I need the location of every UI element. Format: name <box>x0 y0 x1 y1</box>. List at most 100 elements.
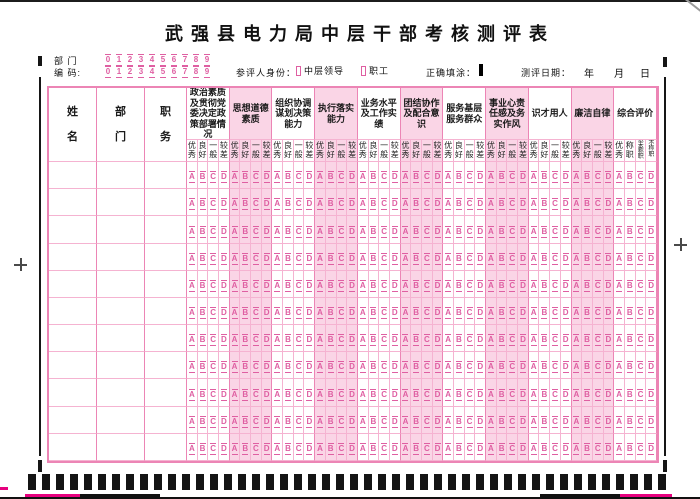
bubble-cell[interactable]: A <box>571 297 583 326</box>
answer-bubble-A[interactable]: A <box>487 225 494 238</box>
answer-bubble-A[interactable]: A <box>530 279 537 292</box>
bubble-cell[interactable]: D <box>219 189 230 217</box>
digit-bubble-6[interactable]: 6 <box>171 66 177 78</box>
bubble-cell[interactable]: B <box>582 433 593 461</box>
bubble-cell[interactable]: C <box>208 270 220 298</box>
bubble-cell[interactable]: A <box>528 379 540 407</box>
answer-bubble-D[interactable]: D <box>434 225 441 238</box>
bubble-cell[interactable]: B <box>240 379 252 407</box>
name-cell[interactable] <box>49 325 97 353</box>
bubble-cell[interactable]: B <box>368 379 380 407</box>
answer-bubble-C[interactable]: C <box>594 279 601 292</box>
bubble-cell[interactable]: A <box>187 297 198 326</box>
bubble-cell[interactable]: C <box>507 433 519 461</box>
duty-cell[interactable] <box>145 406 187 434</box>
answer-bubble-C[interactable]: C <box>594 198 601 211</box>
answer-bubble-A[interactable]: A <box>317 307 324 320</box>
answer-bubble-D[interactable]: D <box>605 361 612 374</box>
answer-bubble-D[interactable]: D <box>349 415 356 428</box>
answer-bubble-A[interactable]: A <box>317 388 324 401</box>
bubble-cell[interactable]: B <box>283 433 294 461</box>
answer-bubble-D[interactable]: D <box>349 334 356 347</box>
bubble-cell[interactable]: D <box>304 379 316 407</box>
bubble-cell[interactable]: D <box>347 325 358 353</box>
answer-bubble-A[interactable]: A <box>616 225 623 238</box>
answer-bubble-B[interactable]: B <box>498 171 505 184</box>
answer-bubble-B[interactable]: B <box>626 442 633 455</box>
answer-bubble-C[interactable]: C <box>252 361 259 374</box>
bubble-cell[interactable]: B <box>283 216 294 244</box>
answer-bubble-A[interactable]: A <box>487 388 494 401</box>
bubble-cell[interactable]: A <box>315 433 326 461</box>
answer-bubble-C[interactable]: C <box>338 388 345 401</box>
answer-bubble-C[interactable]: C <box>637 388 644 401</box>
bubble-cell[interactable]: C <box>592 297 604 326</box>
answer-bubble-D[interactable]: D <box>391 252 398 265</box>
answer-bubble-C[interactable]: C <box>381 198 388 211</box>
dept-cell[interactable] <box>97 216 145 244</box>
bubble-cell[interactable]: B <box>325 325 337 353</box>
answer-bubble-A[interactable]: A <box>445 442 452 455</box>
bubble-cell[interactable]: A <box>229 325 241 353</box>
answer-bubble-A[interactable]: A <box>530 442 537 455</box>
answer-bubble-B[interactable]: B <box>498 442 505 455</box>
answer-bubble-A[interactable]: A <box>402 198 409 211</box>
bubble-cell[interactable]: C <box>336 379 348 407</box>
bubble-cell[interactable]: D <box>432 162 444 190</box>
answer-bubble-A[interactable]: A <box>402 361 409 374</box>
answer-bubble-D[interactable]: D <box>220 252 227 265</box>
answer-bubble-C[interactable]: C <box>594 415 601 428</box>
bubble-cell[interactable]: B <box>624 162 636 190</box>
answer-bubble-A[interactable]: A <box>487 171 494 184</box>
dept-cell[interactable] <box>97 325 145 353</box>
answer-bubble-C[interactable]: C <box>295 198 302 211</box>
bubble-cell[interactable]: D <box>432 297 444 326</box>
digit-bubble-9[interactable]: 9 <box>204 54 210 66</box>
answer-bubble-D[interactable]: D <box>648 252 655 265</box>
answer-bubble-D[interactable]: D <box>562 171 569 184</box>
name-cell[interactable] <box>49 297 97 326</box>
answer-bubble-C[interactable]: C <box>552 415 559 428</box>
bubble-cell[interactable]: B <box>325 189 337 217</box>
answer-bubble-A[interactable]: A <box>359 252 366 265</box>
bubble-cell[interactable]: A <box>187 189 198 217</box>
answer-bubble-D[interactable]: D <box>391 388 398 401</box>
answer-bubble-D[interactable]: D <box>391 361 398 374</box>
answer-bubble-C[interactable]: C <box>210 279 217 292</box>
bubble-cell[interactable]: D <box>432 243 444 271</box>
answer-bubble-A[interactable]: A <box>231 252 238 265</box>
answer-bubble-D[interactable]: D <box>477 198 484 211</box>
bubble-cell[interactable]: A <box>571 433 583 461</box>
answer-bubble-A[interactable]: A <box>188 361 195 374</box>
answer-bubble-D[interactable]: D <box>263 415 270 428</box>
answer-bubble-C[interactable]: C <box>210 361 217 374</box>
bubble-cell[interactable]: C <box>464 406 476 434</box>
answer-bubble-C[interactable]: C <box>509 225 516 238</box>
bubble-cell[interactable]: D <box>389 189 401 217</box>
bubble-cell[interactable]: D <box>560 379 572 407</box>
bubble-cell[interactable]: B <box>197 379 209 407</box>
answer-bubble-A[interactable]: A <box>274 171 281 184</box>
duty-cell[interactable] <box>145 270 187 298</box>
name-cell[interactable] <box>49 189 97 217</box>
bubble-cell[interactable]: D <box>261 216 273 244</box>
answer-bubble-B[interactable]: B <box>626 171 633 184</box>
answer-bubble-A[interactable]: A <box>530 307 537 320</box>
answer-bubble-C[interactable]: C <box>210 225 217 238</box>
bubble-cell[interactable]: A <box>486 433 497 461</box>
bubble-cell[interactable]: D <box>219 433 230 461</box>
digit-bubble-7[interactable]: 7 <box>182 54 188 66</box>
bubble-cell[interactable]: D <box>389 216 401 244</box>
answer-bubble-B[interactable]: B <box>413 171 420 184</box>
answer-bubble-D[interactable]: D <box>349 442 356 455</box>
answer-bubble-B[interactable]: B <box>413 252 420 265</box>
bubble-cell[interactable]: A <box>187 352 198 380</box>
answer-bubble-C[interactable]: C <box>295 361 302 374</box>
bubble-cell[interactable]: D <box>603 433 615 461</box>
bubble-cell[interactable]: A <box>571 216 583 244</box>
answer-bubble-A[interactable]: A <box>231 388 238 401</box>
digit-bubble-3[interactable]: 3 <box>138 54 144 66</box>
answer-bubble-D[interactable]: D <box>605 225 612 238</box>
bubble-cell[interactable]: D <box>560 243 572 271</box>
bubble-cell[interactable]: D <box>347 162 358 190</box>
